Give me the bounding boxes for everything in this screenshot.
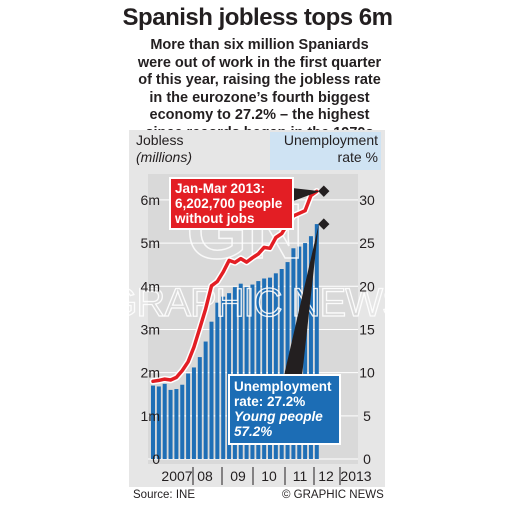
chart-title: Spanish jobless tops 6m	[122, 4, 393, 31]
bar	[197, 357, 202, 459]
subtitle-line: economy to 27.2% – the highest	[149, 107, 370, 124]
rate-callout-pointer	[283, 224, 319, 380]
right-tick-labels: 0 5 10 15 20 25 30	[359, 192, 375, 467]
right-axis-label-line2: rate %	[337, 149, 378, 165]
right-axis-label-bg	[270, 132, 381, 170]
subtitle-line: in the eurozone’s fourth biggest	[149, 89, 370, 106]
left-axis-label: Jobless (millions)	[136, 132, 192, 166]
right-tick-label: 0	[363, 451, 371, 467]
bar	[180, 384, 185, 459]
x-tick-label: 12	[318, 468, 334, 484]
rate-callout-text: rate: 27.2%	[234, 394, 305, 409]
right-axis-label: Unemployment rate %	[270, 132, 378, 166]
left-tick-label: 1m	[141, 408, 160, 424]
subtitle-line: of this year, raising the jobless rate	[138, 72, 381, 89]
left-tick-label: 5m	[141, 235, 160, 251]
right-tick-label: 10	[359, 365, 375, 381]
bar	[244, 287, 249, 459]
rate-callout-text: Young people	[234, 409, 323, 424]
bar	[279, 269, 284, 459]
subtitle-line: were out of work in the first quarter	[137, 54, 382, 71]
jobless-marker	[318, 185, 330, 197]
x-tick-label: 10	[261, 468, 277, 484]
bar	[308, 236, 313, 459]
x-tick-labels: 2007 08 09 10 11 12 2013	[161, 467, 372, 485]
rate-callout-box	[228, 374, 341, 445]
bar	[221, 296, 226, 459]
bar	[186, 373, 191, 459]
subtitle-line: More than six million Spaniards	[150, 37, 369, 53]
left-tick-labels: 0 1m 2m 3m 4m 5m 6m	[141, 192, 161, 467]
right-tick-label: 30	[359, 192, 375, 208]
left-tick-label: 2m	[141, 365, 160, 381]
left-tick-label: 6m	[141, 192, 160, 208]
bar	[203, 341, 208, 459]
bar	[238, 283, 243, 459]
x-tick-label: 2013	[340, 468, 371, 484]
bar	[268, 277, 272, 459]
bar	[256, 281, 261, 459]
jobless-callout-text: Jan-Mar 2013:	[175, 181, 265, 196]
bar	[250, 284, 255, 459]
bar	[174, 389, 179, 459]
jobless-callout-pointer	[288, 188, 320, 203]
left-tick-label: 0	[152, 451, 160, 467]
left-tick-label: 4m	[141, 278, 160, 294]
left-axis-label-bg	[131, 132, 206, 170]
right-tick-label: 25	[359, 235, 375, 251]
watermark-text: GRAPHIC NEWS	[106, 281, 407, 325]
bar	[215, 302, 220, 459]
bar	[232, 287, 237, 459]
jobless-callout-text: 6,202,700 people	[175, 196, 283, 211]
left-tick-label: 3m	[141, 321, 160, 337]
right-tick-label: 5	[363, 408, 371, 424]
right-axis-label-line1: Unemployment	[283, 132, 378, 148]
x-tick-label: 2007	[161, 468, 192, 484]
left-axis-label-line1: Jobless	[136, 132, 184, 148]
right-tick-label: 15	[359, 321, 375, 337]
x-tick-label: 08	[197, 468, 213, 484]
left-axis-label-line2: (millions)	[136, 149, 192, 165]
x-tick-label: 09	[230, 468, 246, 484]
x-tick-label: 11	[293, 468, 308, 484]
bar	[262, 278, 267, 459]
rate-marker	[318, 218, 330, 230]
credit-note: © GRAPHIC NEWS	[282, 489, 384, 501]
rate-callout-text: 57.2%	[234, 424, 272, 439]
rate-callout-text: Unemployment	[234, 379, 332, 394]
bar	[151, 385, 155, 459]
bar	[273, 273, 278, 459]
bar	[314, 224, 319, 459]
bar	[191, 367, 196, 459]
jobless-callout-box	[169, 177, 294, 230]
jobless-callout-text: without jobs	[174, 211, 254, 226]
bar	[209, 321, 214, 459]
bar	[168, 389, 173, 459]
bar	[156, 386, 161, 459]
source-note: Source: INE	[133, 489, 195, 501]
bar	[303, 243, 308, 459]
right-tick-label: 20	[359, 278, 375, 294]
bar	[162, 383, 167, 459]
